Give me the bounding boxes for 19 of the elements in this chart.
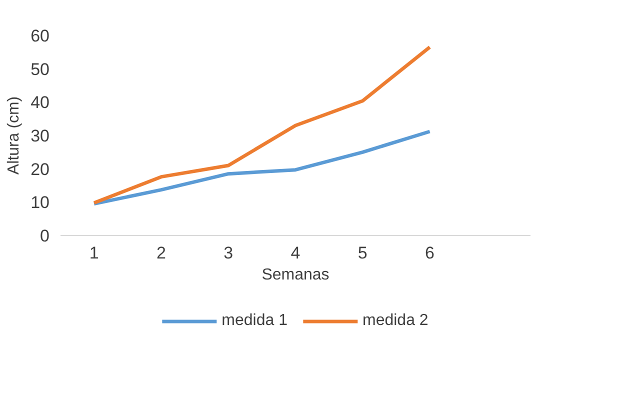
legend-label: medida 2 <box>362 312 428 330</box>
y-tick-label: 40 <box>30 93 50 112</box>
legend-label: medida 1 <box>222 312 288 330</box>
y-tick-label: 30 <box>30 126 50 146</box>
x-tick-label: 4 <box>290 244 300 262</box>
y-tick-label: 60 <box>30 26 50 46</box>
x-tick-label: 5 <box>358 244 368 262</box>
y-axis-title: Altura (cm) <box>6 96 23 175</box>
x-tick-label: 6 <box>425 244 435 262</box>
x-tick-label: 3 <box>224 244 234 262</box>
x-axis-title: Semanas <box>262 266 330 284</box>
x-tick-label: 1 <box>89 244 99 262</box>
line-series <box>92 45 432 205</box>
y-tick-label: 50 <box>30 60 50 79</box>
line-series <box>92 130 432 206</box>
y-tick-label: 10 <box>30 193 50 212</box>
y-tick-label: 20 <box>30 160 50 179</box>
y-tick-label: 0 <box>40 226 50 246</box>
x-tick-label: 2 <box>156 244 166 262</box>
